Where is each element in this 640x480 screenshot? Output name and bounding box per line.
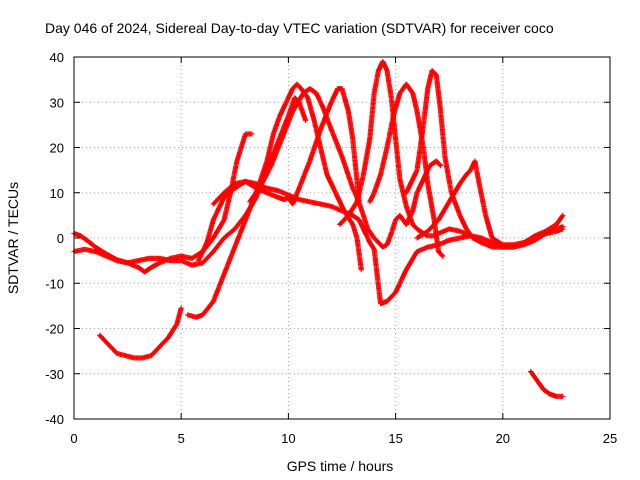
y-tick-label: 10 <box>50 186 64 201</box>
axis-ticks: 0 5 10 15 20 25 -40 -30 -20 -10 0 10 20 30 40 <box>45 50 617 446</box>
y-tick-label: 20 <box>50 141 64 156</box>
x-tick-label: 15 <box>388 431 402 446</box>
series-arc-11 <box>414 158 566 248</box>
data-markers <box>195 86 362 264</box>
y-tick-label: 30 <box>50 95 64 110</box>
x-tick-label: 25 <box>603 431 617 446</box>
series-arc-13 <box>528 368 566 399</box>
data-markers <box>403 158 444 228</box>
x-tick-label: 0 <box>70 431 77 446</box>
chart-title: Day 046 of 2024, Sidereal Day-to-day VTE… <box>45 20 554 36</box>
data-markers <box>528 368 566 399</box>
data-markers <box>97 305 184 361</box>
x-axis-label: GPS time / hours <box>287 458 394 474</box>
data-markers <box>414 158 566 248</box>
y-axis-label: SDTVAR / TECUs <box>5 182 21 294</box>
grid-lines <box>74 57 610 419</box>
series-arc-12 <box>97 305 184 361</box>
data-markers <box>247 86 409 250</box>
y-tick-label: -40 <box>45 412 64 427</box>
y-tick-label: -30 <box>45 367 64 382</box>
y-tick-label: -10 <box>45 276 64 291</box>
series-arc-10 <box>403 158 444 228</box>
y-tick-label: 0 <box>57 231 64 246</box>
x-tick-label: 5 <box>178 431 185 446</box>
x-tick-label: 10 <box>281 431 295 446</box>
x-tick-label: 20 <box>496 431 510 446</box>
series-arc-3 <box>195 86 362 264</box>
y-tick-label: -20 <box>45 322 64 337</box>
y-tick-label: 40 <box>50 50 64 65</box>
series-arc-6 <box>247 86 409 250</box>
